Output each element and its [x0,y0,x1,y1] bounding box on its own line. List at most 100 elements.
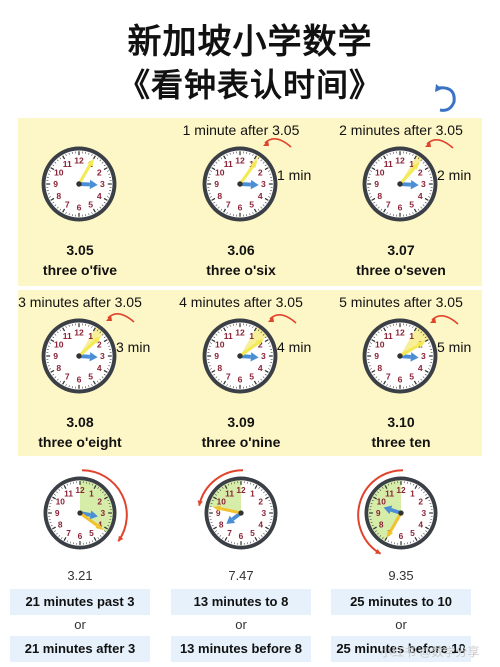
minute-hand [386,512,403,539]
minute-hand [398,161,420,186]
svg-text:9: 9 [53,351,58,361]
svg-text:7: 7 [66,528,71,538]
svg-text:12: 12 [75,485,85,495]
svg-text:10: 10 [56,497,66,507]
minutes-label: 1 min [277,167,312,183]
svg-text:8: 8 [377,363,382,373]
svg-text:8: 8 [377,191,382,201]
time-phrase-after-before: 13 minutes before 8 [171,636,311,662]
svg-text:4: 4 [258,191,263,201]
min-arrow [424,139,454,150]
svg-text:6: 6 [398,203,403,213]
svg-text:11: 11 [224,159,233,169]
clock-caption: 2 minutes after 3.05 [339,122,463,138]
or-label: or [395,617,407,632]
svg-text:2: 2 [258,167,263,177]
svg-text:4: 4 [258,519,263,529]
min-arrow [429,315,459,326]
svg-text:4: 4 [418,191,423,201]
svg-text:8: 8 [58,519,63,529]
svg-text:4: 4 [97,519,102,529]
svg-text:8: 8 [379,519,384,529]
svg-text:1: 1 [410,488,415,498]
svg-text:6: 6 [399,531,404,541]
elapsed-sector [80,480,113,533]
page-title: 新加坡小学数学 [127,22,373,62]
svg-text:9: 9 [214,179,219,189]
svg-text:12: 12 [395,156,405,166]
svg-text:4: 4 [258,363,263,373]
time-phrase-past-to: 13 minutes to 8 [171,589,311,615]
svg-text:1: 1 [88,331,93,341]
page-subtitle: 《看钟表认时间》 [117,66,382,104]
svg-text:2: 2 [97,167,102,177]
clock-caption: 1 minute after 3.05 [182,122,300,138]
svg-text:8: 8 [217,191,222,201]
svg-text:4: 4 [97,363,102,373]
svg-text:4: 4 [418,519,423,529]
time-in-words: three o'six [206,262,276,278]
svg-text:6: 6 [78,531,83,541]
elapsed-arc-arrow [357,469,404,556]
svg-text:8: 8 [56,191,61,201]
time-in-words: three o'nine [201,434,281,450]
svg-text:4: 4 [97,191,102,201]
svg-text:5: 5 [250,528,255,538]
svg-text:2: 2 [97,497,102,507]
elapsed-sector [400,326,430,356]
svg-text:11: 11 [385,488,394,498]
svg-text:11: 11 [384,331,393,341]
digital-time: 3.07 [387,242,415,258]
svg-text:1: 1 [409,159,414,169]
watermark: 小红书 @数学分享 [380,645,480,659]
svg-text:9: 9 [374,351,379,361]
digital-time: 9.35 [388,568,414,583]
svg-text:2: 2 [418,167,423,177]
svg-text:9: 9 [216,508,221,518]
svg-text:3: 3 [421,508,426,518]
svg-text:7: 7 [386,199,391,209]
svg-text:7: 7 [386,371,391,381]
minute-hand [77,336,102,358]
svg-text:12: 12 [236,485,246,495]
svg-text:10: 10 [54,167,64,177]
svg-text:8: 8 [56,363,61,373]
minute-hand [238,160,258,185]
time-in-words: three ten [371,434,431,450]
min-arrow [268,314,297,324]
svg-text:9: 9 [374,179,379,189]
svg-text:2: 2 [418,497,423,507]
svg-text:9: 9 [214,351,219,361]
svg-text:5: 5 [409,199,414,209]
svg-text:3: 3 [261,351,266,361]
svg-text:5: 5 [88,371,93,381]
digital-time: 3.08 [66,414,94,430]
minute-hand [79,511,104,530]
svg-text:3: 3 [100,351,105,361]
svg-text:7: 7 [226,199,231,209]
digital-time: 3.05 [66,242,94,258]
svg-text:10: 10 [54,339,64,349]
minutes-label: 5 min [437,339,472,355]
minute-hand [77,158,94,185]
svg-text:12: 12 [74,328,84,338]
svg-text:5: 5 [249,371,254,381]
svg-text:6: 6 [238,375,243,385]
time-phrase-past-to: 25 minutes to 10 [331,589,471,615]
svg-text:6: 6 [398,375,403,385]
svg-text:11: 11 [224,331,233,341]
time-in-words: three o'seven [356,262,446,278]
svg-text:6: 6 [238,203,243,213]
svg-text:11: 11 [225,488,234,498]
time-phrase-after-before: 21 minutes after 3 [10,636,150,662]
elapsed-arc-arrow [197,469,244,507]
minutes-label: 2 min [437,167,472,183]
svg-text:2: 2 [258,339,263,349]
clock-caption: 4 minutes after 3.05 [179,294,303,310]
svg-text:5: 5 [89,528,94,538]
elapsed-arc-arrow [82,469,129,543]
